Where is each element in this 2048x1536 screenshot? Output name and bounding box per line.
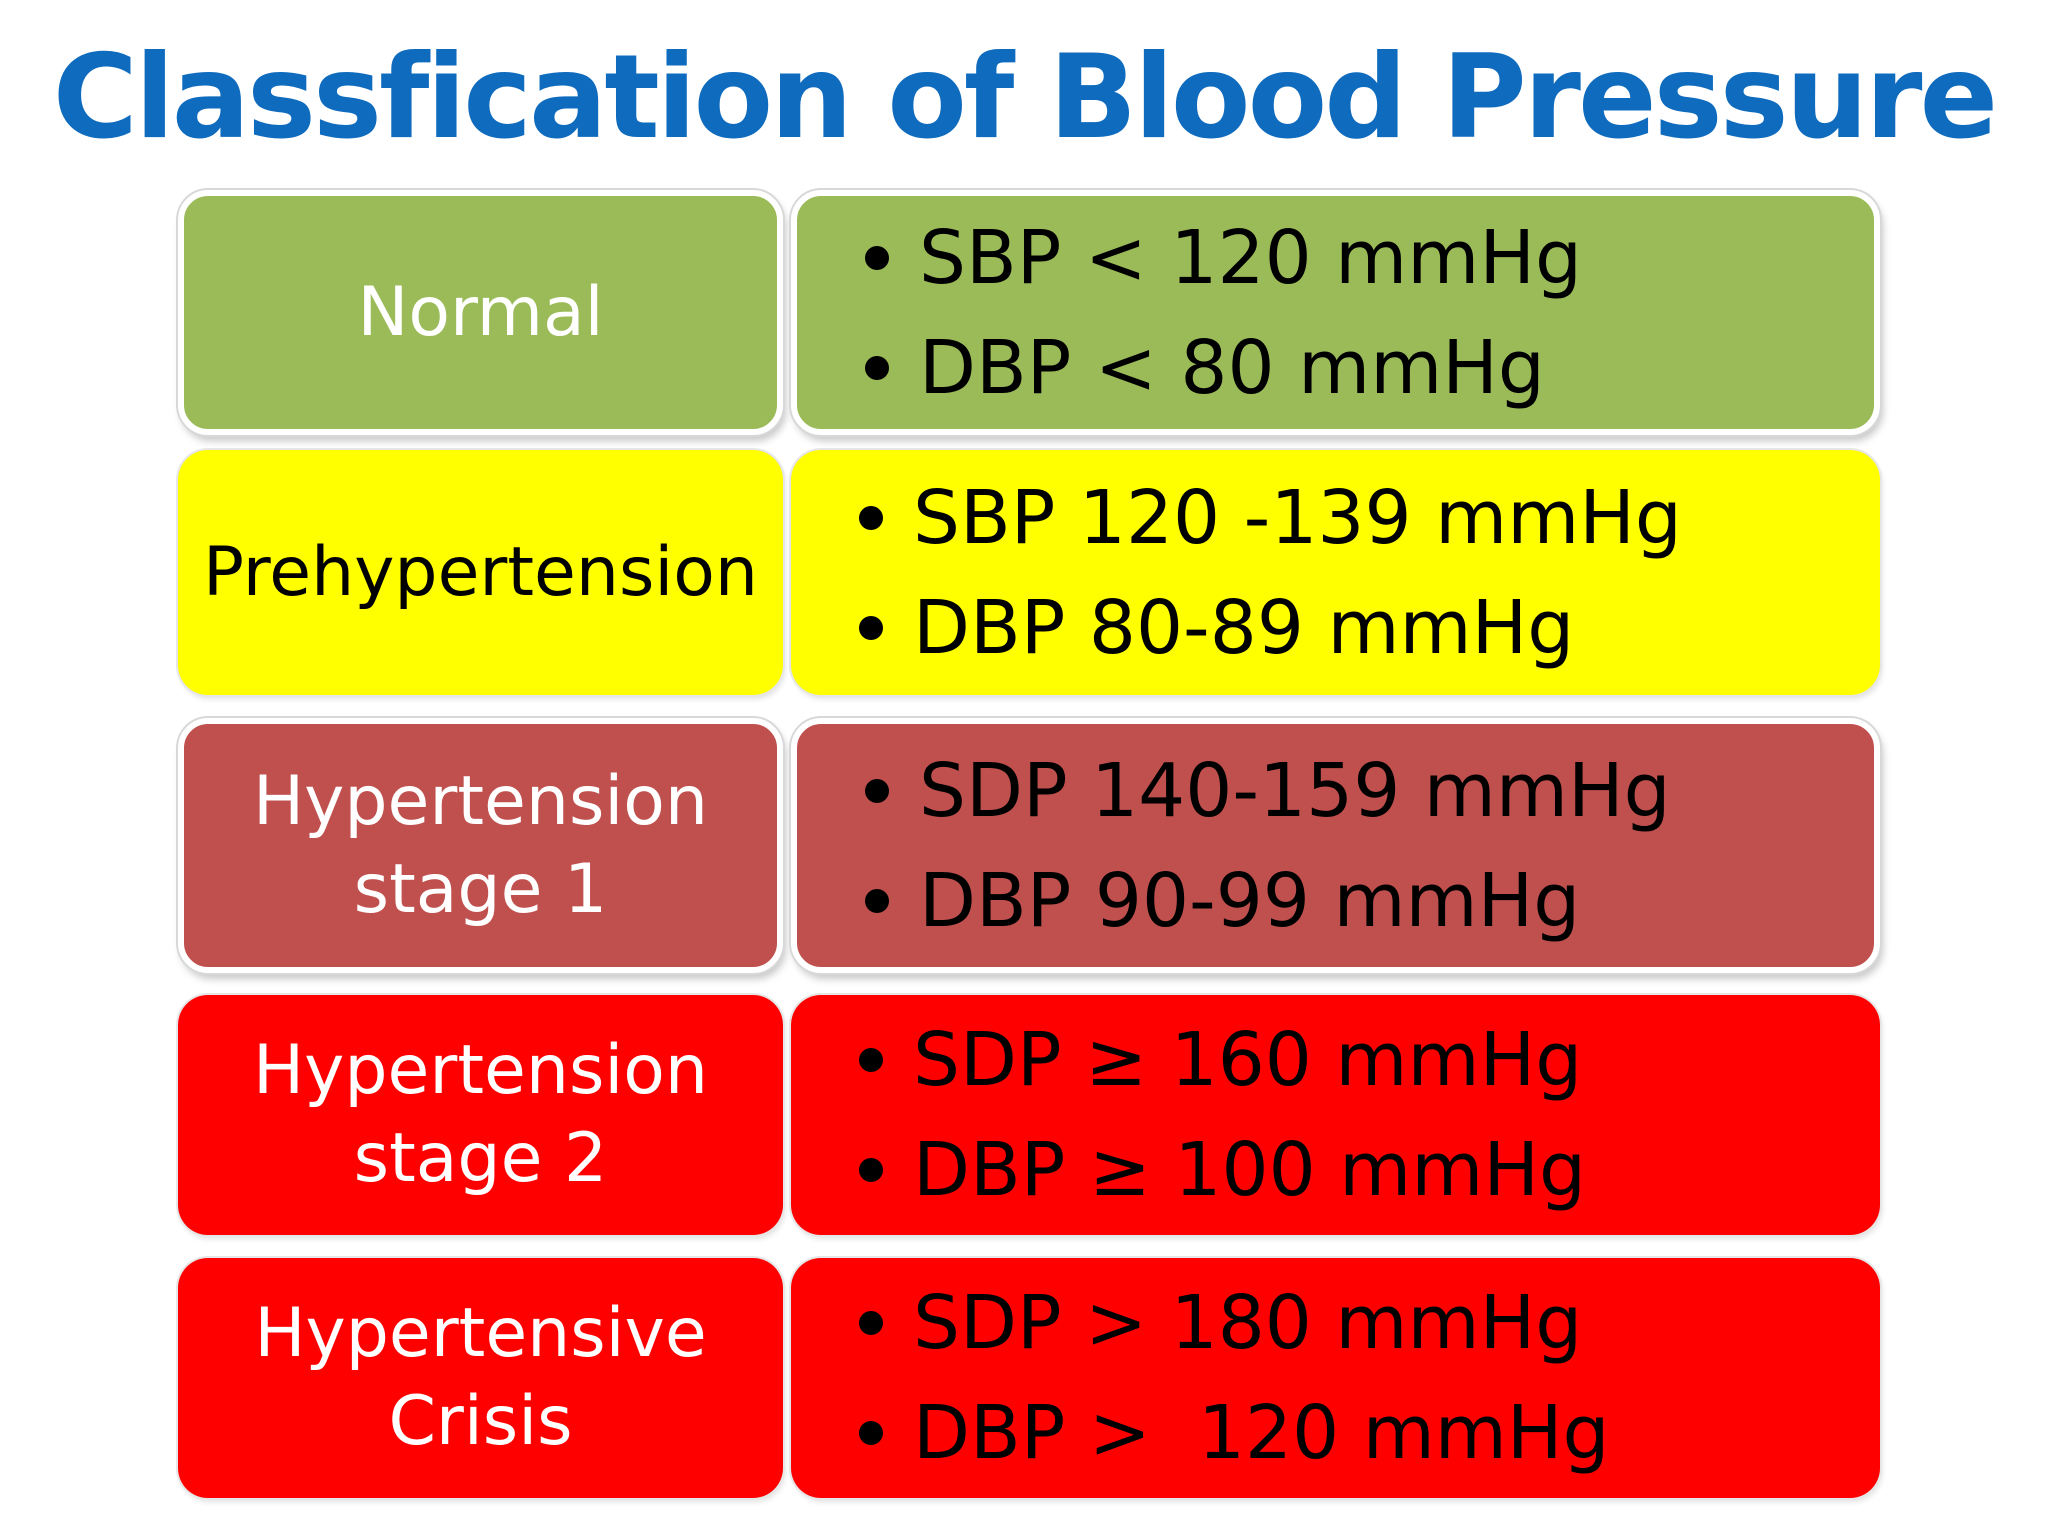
diastolic-text: DBP < 80 mmHg (919, 324, 1545, 411)
bullet-icon (865, 245, 889, 270)
diastolic-criterion: DBP 90-99 mmHg (865, 846, 1874, 956)
criteria-cell: SDP 140-159 mmHg DBP 90-99 mmHg (791, 718, 1880, 973)
page-title: Classfication of Blood Pressure (52, 30, 1998, 165)
diastolic-criterion: DBP < 80 mmHg (865, 313, 1874, 423)
systolic-criterion: SBP < 120 mmHg (865, 203, 1874, 313)
systolic-criterion: SBP 120 -139 mmHg (859, 463, 1880, 573)
category-label: Normal (357, 272, 604, 352)
diastolic-criterion: DBP > 120 mmHg (859, 1378, 1880, 1488)
diastolic-text: DBP 80-89 mmHg (913, 584, 1575, 671)
bp-row-prehypertension: Prehypertension SBP 120 -139 mmHg DBP 80… (178, 450, 1880, 695)
category-label: Hypertensive Crisis (254, 1294, 707, 1461)
category-cell: Hypertension stage 2 (178, 995, 783, 1235)
category-cell: Hypertension stage 1 (178, 718, 783, 973)
criteria-cell: SBP 120 -139 mmHg DBP 80-89 mmHg (791, 450, 1880, 695)
systolic-text: SDP > 180 mmHg (913, 1280, 1583, 1366)
category-cell: Prehypertension (178, 450, 783, 695)
systolic-text: SBP 120 -139 mmHg (913, 474, 1682, 561)
criteria-cell: SDP ≥ 160 mmHg DBP ≥ 100 mmHg (791, 995, 1880, 1235)
category-cell: Hypertensive Crisis (178, 1258, 783, 1498)
bp-row-hypertension-stage-2: Hypertension stage 2 SDP ≥ 160 mmHg DBP … (178, 995, 1880, 1235)
bp-row-hypertensive-crisis: Hypertensive Crisis SDP > 180 mmHg DBP >… (178, 1258, 1880, 1498)
diastolic-criterion: DBP ≥ 100 mmHg (859, 1115, 1880, 1225)
bp-row-hypertension-stage-1: Hypertension stage 1 SDP 140-159 mmHg DB… (178, 718, 1880, 973)
bullet-icon (859, 505, 883, 530)
bullet-icon (865, 778, 889, 803)
category-cell: Normal (178, 190, 783, 435)
category-label: Hypertension stage 2 (253, 1031, 708, 1198)
bullet-icon (859, 1421, 883, 1445)
systolic-criterion: SDP > 180 mmHg (859, 1268, 1880, 1378)
bullet-icon (865, 355, 889, 380)
bullet-icon (859, 1311, 883, 1335)
bullet-icon (859, 1048, 883, 1072)
bullet-icon (859, 615, 883, 640)
criteria-cell: SBP < 120 mmHg DBP < 80 mmHg (791, 190, 1880, 435)
diastolic-text: DBP > 120 mmHg (913, 1390, 1610, 1476)
criteria-cell: SDP > 180 mmHg DBP > 120 mmHg (791, 1258, 1880, 1498)
systolic-criterion: SDP ≥ 160 mmHg (859, 1005, 1880, 1115)
systolic-text: SBP < 120 mmHg (919, 214, 1582, 301)
category-label: Hypertension stage 1 (253, 761, 708, 929)
bp-row-normal: Normal SBP < 120 mmHg DBP < 80 mmHg (178, 190, 1880, 435)
category-label: Prehypertension (202, 532, 759, 612)
systolic-criterion: SDP 140-159 mmHg (865, 736, 1874, 846)
diastolic-text: DBP ≥ 100 mmHg (913, 1127, 1586, 1213)
diastolic-criterion: DBP 80-89 mmHg (859, 573, 1880, 683)
diastolic-text: DBP 90-99 mmHg (919, 857, 1581, 944)
systolic-text: SDP 140-159 mmHg (919, 747, 1671, 834)
systolic-text: SDP ≥ 160 mmHg (913, 1017, 1583, 1103)
bullet-icon (865, 888, 889, 913)
bullet-icon (859, 1158, 883, 1182)
